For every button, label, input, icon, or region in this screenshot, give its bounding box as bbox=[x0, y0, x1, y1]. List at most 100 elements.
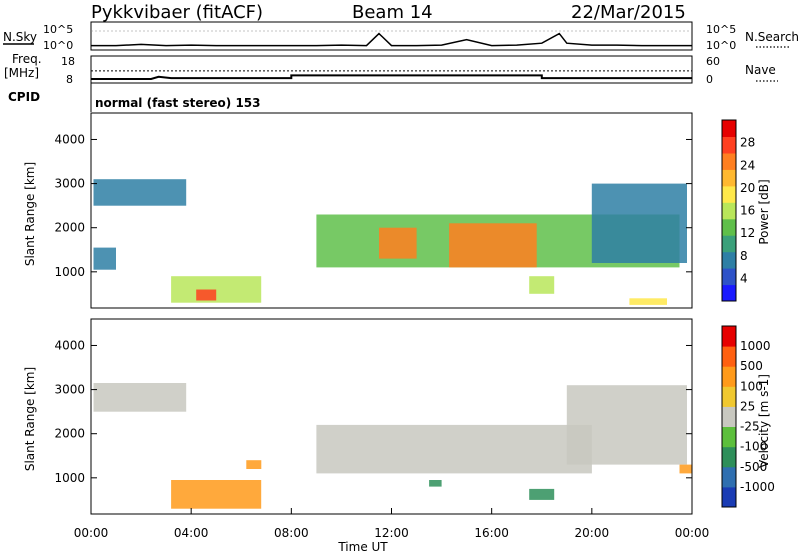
colorbar-swatch bbox=[722, 466, 736, 488]
power-y-axis-label: Slant Range [km] bbox=[23, 162, 37, 266]
frequency-series-line bbox=[91, 74, 692, 80]
x-tick-label: 08:00 bbox=[274, 526, 309, 540]
colorbar-swatch bbox=[722, 284, 736, 302]
colorbar-tick-label: 24 bbox=[740, 158, 755, 172]
colorbar-swatch bbox=[722, 446, 736, 468]
y-tick-label: 2000 bbox=[54, 221, 85, 235]
power-region-9 bbox=[629, 298, 667, 305]
x-tick-label: 12:00 bbox=[374, 526, 409, 540]
power-panel: 1000 2000 3000 4000 Slant Range [km] 28 24 20… bbox=[23, 112, 771, 309]
beam-label: Beam 14 bbox=[352, 2, 433, 23]
colorbar-swatch bbox=[722, 326, 736, 347]
colorbar-swatch bbox=[722, 152, 736, 170]
x-tick-label: 00:00 bbox=[74, 526, 109, 540]
frequency-panel: Freq. [MHz] 18 8 60 0 Nave bbox=[4, 52, 778, 86]
colorbar-swatch bbox=[722, 426, 736, 448]
noise-panel: N.Sky 10^5 10^0 10^5 10^0 N.Search bbox=[3, 21, 799, 52]
velocity-heatmap-regions bbox=[93, 383, 692, 509]
y-tick-label: 3000 bbox=[54, 383, 85, 397]
colorbar-tick-label: -100 bbox=[740, 440, 767, 454]
colorbar-swatch bbox=[722, 346, 736, 367]
colorbar-swatch bbox=[722, 218, 736, 236]
y-tick-label: 4000 bbox=[54, 132, 85, 146]
freq-label-line1: Freq. bbox=[12, 52, 42, 66]
y-tick-label: 4000 bbox=[54, 338, 85, 352]
colorbar-swatch bbox=[722, 169, 736, 187]
colorbar-swatch bbox=[722, 268, 736, 286]
velocity-y-axis-label: Slant Range [km] bbox=[23, 367, 37, 471]
x-tick-label: 00:00 bbox=[675, 526, 710, 540]
noise-series-line bbox=[91, 32, 692, 47]
colorbar-swatch bbox=[722, 202, 736, 220]
nave-label: Nave bbox=[745, 63, 776, 77]
colorbar-tick-label: -25 bbox=[740, 420, 760, 434]
colorbar-tick-label: 12 bbox=[740, 226, 755, 240]
nsky-label: N.Sky bbox=[3, 30, 37, 44]
colorbar-tick-label: 4 bbox=[740, 271, 748, 285]
freq-left-tick-bottom: 8 bbox=[66, 73, 73, 86]
velocity-colorbar-label: Velocity [m s-1] bbox=[757, 374, 771, 468]
noise-left-tick-bottom: 10^0 bbox=[43, 39, 73, 52]
freq-left-tick-top: 18 bbox=[61, 55, 75, 68]
velocity-region-1 bbox=[171, 480, 262, 509]
colorbar-tick-label: 500 bbox=[740, 359, 763, 373]
colorbar-tick-label: -500 bbox=[740, 460, 767, 474]
velocity-region-2 bbox=[246, 460, 262, 469]
noise-right-tick-top: 10^5 bbox=[706, 23, 736, 36]
power-region-1 bbox=[93, 247, 116, 270]
velocity-region-6 bbox=[429, 480, 442, 487]
power-region-3 bbox=[196, 289, 217, 301]
power-region-5 bbox=[379, 227, 417, 259]
colorbar-tick-label: 20 bbox=[740, 181, 755, 195]
x-axis-label: Time UT bbox=[337, 540, 388, 554]
radar-title: Pykkvibaer (fitACF) bbox=[91, 2, 263, 23]
noise-left-tick-top: 10^5 bbox=[43, 23, 73, 36]
power-colorbar: 28 24 20 16 12 8 4 bbox=[721, 119, 755, 302]
velocity-region-0 bbox=[93, 383, 187, 412]
frequency-panel-frame bbox=[90, 55, 693, 84]
y-tick-label: 2000 bbox=[54, 427, 85, 441]
velocity-region-7 bbox=[679, 464, 692, 474]
power-panel-frame bbox=[90, 112, 693, 309]
x-tick-label: 20:00 bbox=[575, 526, 610, 540]
y-tick-label: 3000 bbox=[54, 177, 85, 191]
colorbar-tick-label: -1000 bbox=[740, 480, 775, 494]
colorbar-swatch bbox=[722, 136, 736, 154]
velocity-y-ticks: 1000 2000 3000 4000 bbox=[54, 338, 692, 485]
y-tick-label: 1000 bbox=[54, 471, 85, 485]
power-colorbar-label: Power [dB] bbox=[757, 179, 771, 244]
x-tick-label: 04:00 bbox=[174, 526, 209, 540]
cpid-text: normal (fast stereo) 153 bbox=[95, 96, 261, 110]
colorbar-swatch bbox=[722, 235, 736, 253]
colorbar-tick-label: 8 bbox=[740, 249, 748, 263]
power-region-7 bbox=[591, 183, 687, 263]
colorbar-tick-label: 28 bbox=[740, 136, 755, 150]
freq-label-line2: [MHz] bbox=[4, 66, 39, 80]
noise-right-tick-bottom: 10^0 bbox=[706, 39, 736, 52]
colorbar-tick-label: 25 bbox=[740, 399, 755, 413]
power-region-6 bbox=[449, 223, 537, 268]
velocity-x-ticks: 00:00 04:00 08:00 12:00 16:00 20:00 00:00 bbox=[74, 508, 710, 540]
colorbar-tick-label: 16 bbox=[740, 204, 755, 218]
velocity-panel: 1000 2000 3000 4000 00:00 04:00 08:00 12:00 16:… bbox=[23, 318, 775, 554]
colorbar-swatch bbox=[722, 251, 736, 269]
x-tick-label: 16:00 bbox=[474, 526, 509, 540]
date-label: 22/Mar/2015 bbox=[571, 2, 686, 23]
freq-right-tick-top: 60 bbox=[706, 55, 720, 68]
nsearch-label: N.Search bbox=[745, 30, 799, 44]
y-tick-label: 1000 bbox=[54, 265, 85, 279]
power-heatmap-regions bbox=[93, 179, 687, 305]
power-region-0 bbox=[93, 179, 187, 206]
colorbar-swatch bbox=[722, 185, 736, 203]
velocity-region-4 bbox=[566, 385, 687, 465]
colorbar-swatch bbox=[722, 406, 736, 427]
colorbar-frame bbox=[721, 119, 737, 302]
power-region-8 bbox=[529, 276, 555, 294]
velocity-region-3 bbox=[316, 424, 592, 474]
velocity-region-5 bbox=[529, 488, 555, 500]
colorbar-swatch bbox=[722, 120, 736, 137]
colorbar-swatch bbox=[722, 366, 736, 387]
noise-panel-frame bbox=[90, 21, 693, 51]
colorbar-frame bbox=[721, 325, 737, 508]
